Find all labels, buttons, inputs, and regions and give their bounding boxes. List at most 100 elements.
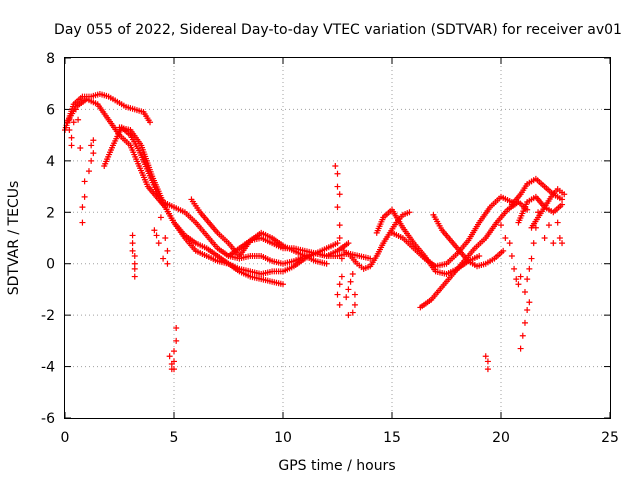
data-point: [554, 219, 561, 226]
data-point: [482, 353, 489, 360]
data-point: [351, 301, 358, 308]
x-tick-label: 0: [61, 430, 70, 446]
data-point: [131, 273, 138, 280]
plot-frame: [64, 57, 611, 419]
x-tick-label: 20: [492, 430, 510, 446]
data-point: [349, 271, 356, 277]
data-point: [545, 222, 552, 229]
data-point: [336, 191, 343, 198]
data-point: [561, 191, 568, 198]
data-point: [334, 183, 341, 190]
data-point: [345, 312, 352, 319]
data-point: [66, 127, 73, 133]
data-point: [323, 260, 330, 267]
data-point: [79, 204, 86, 211]
data-point: [347, 278, 354, 285]
grid: [65, 58, 610, 418]
data-point: [526, 299, 533, 306]
data-point: [500, 247, 507, 254]
data-point: [345, 286, 352, 293]
data-point: [68, 134, 75, 141]
data-point: [332, 163, 339, 169]
data-point: [155, 240, 162, 247]
data-point: [77, 145, 84, 151]
data-point: [345, 240, 352, 247]
data-point: [526, 265, 533, 272]
data-point: [70, 119, 77, 126]
data-point: [484, 366, 491, 373]
data-point: [521, 319, 528, 326]
data-point: [66, 116, 73, 123]
data-point: [532, 224, 539, 231]
data-point: [164, 247, 171, 254]
data-point: [484, 358, 491, 365]
data-point: [131, 260, 138, 267]
y-tick-label: -2: [41, 308, 55, 324]
data-point: [535, 209, 542, 216]
data-point: [336, 222, 343, 229]
data-point: [75, 116, 82, 123]
data-point: [515, 281, 522, 288]
data-point: [90, 150, 97, 157]
data-point: [131, 265, 138, 272]
data-point: [334, 204, 341, 211]
y-tick-label: 4: [46, 154, 55, 170]
data-point: [506, 240, 513, 247]
data-point: [173, 325, 180, 331]
data-point: [559, 240, 566, 247]
data-point: [173, 337, 180, 344]
data-points: [62, 91, 568, 373]
data-point: [151, 227, 158, 234]
data-point: [81, 178, 88, 185]
x-tick-label: 25: [601, 430, 619, 446]
data-point: [171, 348, 177, 355]
data-point: [334, 170, 341, 177]
data-point: [528, 255, 535, 262]
y-tick-labels: -6 -4 -2 0 2 4 6 8: [41, 51, 55, 427]
data-point: [406, 209, 413, 216]
data-point: [559, 201, 566, 208]
data-point: [367, 255, 374, 262]
data-point: [85, 168, 92, 175]
data-point: [476, 253, 483, 259]
data-point: [81, 193, 88, 200]
data-point: [72, 106, 79, 113]
data-point: [280, 281, 286, 288]
y-tick-label: 8: [46, 51, 55, 67]
data-point: [502, 235, 509, 241]
data-point: [349, 309, 356, 316]
data-point: [336, 281, 343, 288]
data-point: [88, 157, 95, 164]
data-point: [524, 276, 531, 283]
data-point: [129, 232, 136, 239]
x-tick-label: 15: [383, 430, 401, 446]
data-point: [79, 219, 86, 226]
data-point: [513, 276, 520, 283]
x-tick-label: 10: [274, 430, 292, 446]
y-tick-label: 2: [46, 205, 55, 221]
data-point: [530, 240, 537, 247]
data-point: [550, 240, 557, 247]
data-point: [336, 235, 343, 241]
data-point: [343, 294, 350, 301]
data-point: [498, 222, 504, 229]
y-tick-label: 6: [46, 102, 55, 118]
data-point: [171, 358, 177, 365]
data-point: [162, 235, 169, 241]
data-point: [541, 235, 548, 241]
data-point: [68, 142, 75, 149]
data-point: [524, 206, 531, 213]
y-axis-label: SDTVAR / TECUs: [6, 181, 22, 296]
data-point: [166, 353, 173, 360]
data-point: [517, 273, 524, 280]
chart-title: Day 055 of 2022, Sidereal Day-to-day VTE…: [54, 22, 622, 38]
x-tick-labels: 0 5 10 15 20 25: [61, 430, 619, 446]
data-point: [511, 265, 518, 272]
data-point: [157, 214, 164, 221]
data-point: [338, 273, 345, 280]
data-point: [521, 289, 528, 295]
data-point: [160, 255, 167, 262]
data-point: [508, 253, 515, 259]
x-tick-label: 5: [170, 430, 179, 446]
